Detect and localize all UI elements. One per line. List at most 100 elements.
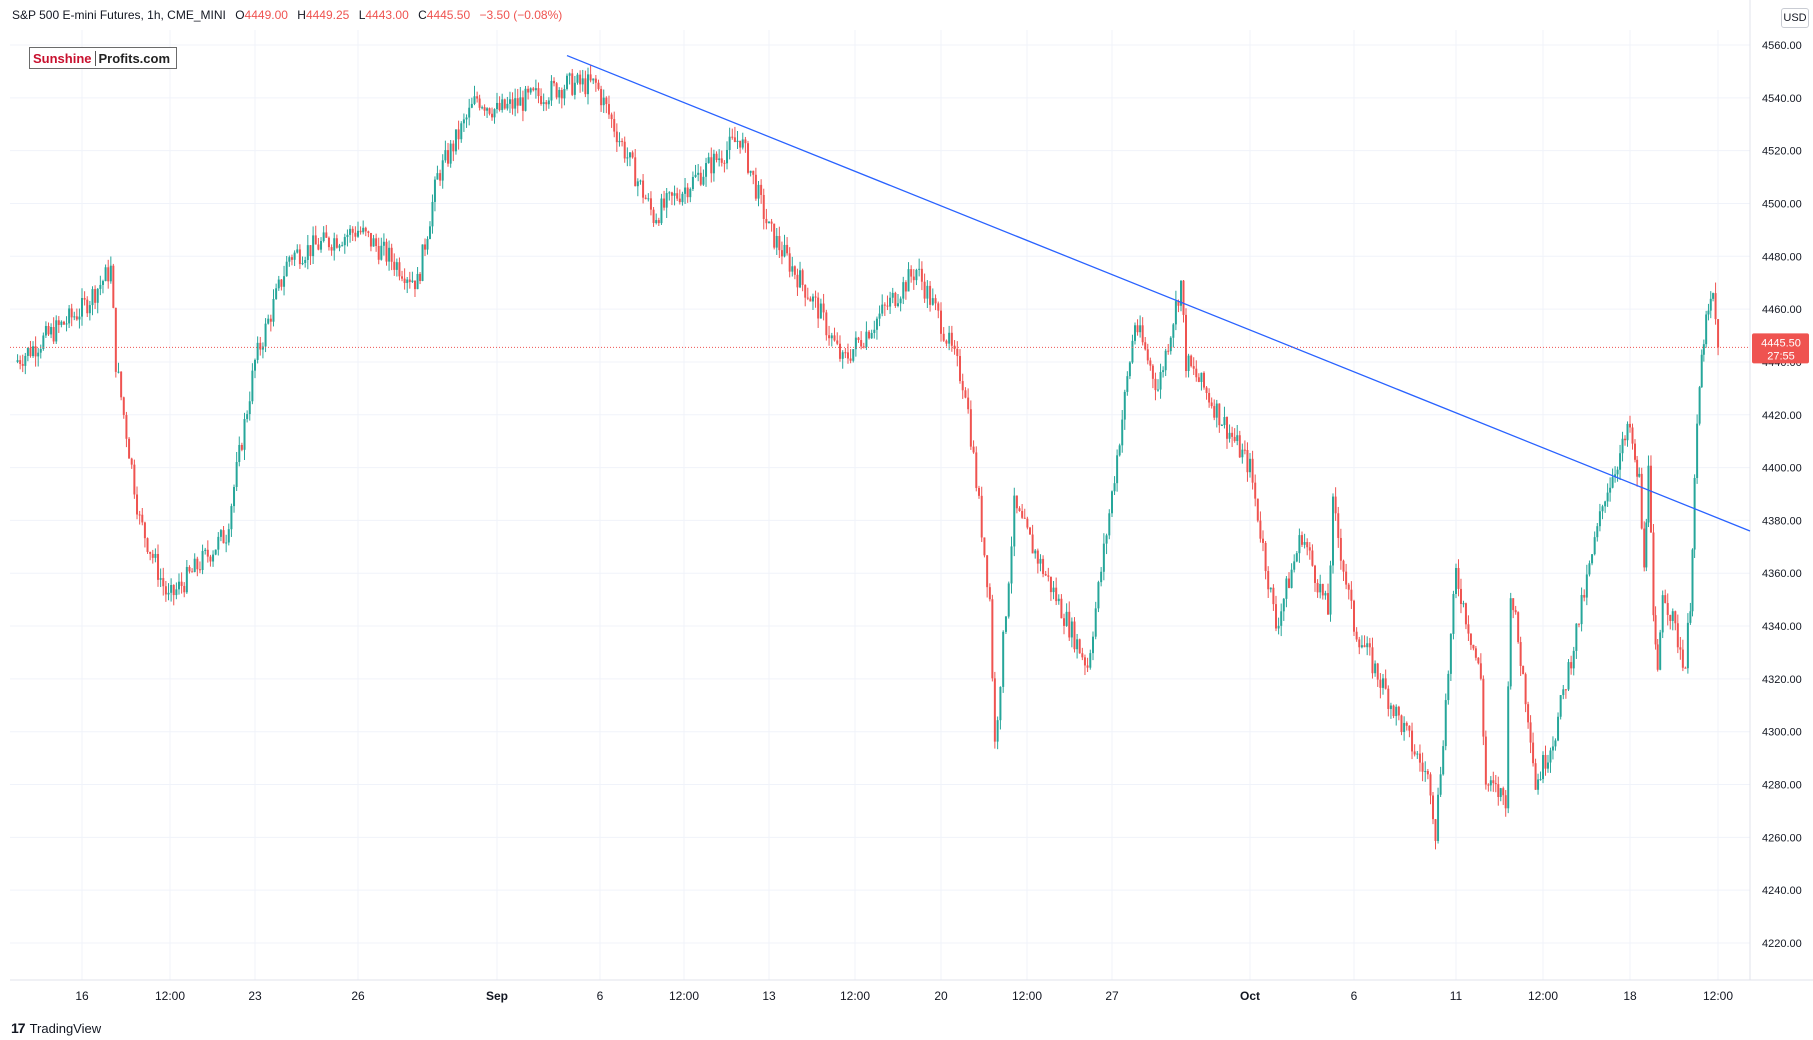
candle-body (143, 522, 146, 539)
candle-body (854, 337, 857, 350)
candle-body (1262, 538, 1264, 543)
candle-body (1254, 482, 1257, 499)
candle-body (762, 194, 765, 219)
candle-body (912, 276, 915, 281)
candle-body (172, 584, 175, 596)
candle-body (844, 352, 847, 354)
y-tick-label: 4300.00 (1762, 727, 1802, 739)
candle-body (1645, 522, 1648, 568)
candle-body (449, 143, 452, 164)
y-tick-label: 4320.00 (1762, 674, 1802, 686)
candle-body (269, 318, 272, 322)
candle-body (506, 103, 509, 109)
candle-body (508, 99, 511, 104)
candle-body (403, 278, 406, 284)
candle-body (1467, 624, 1470, 634)
candle-body (1509, 598, 1512, 687)
candle-body (1353, 600, 1355, 632)
candle-body (81, 297, 83, 317)
candle-body (1060, 598, 1063, 619)
candle-body (411, 280, 414, 282)
candle-body (1449, 633, 1452, 674)
candle-body (214, 549, 217, 555)
candle-body (1076, 639, 1079, 650)
candle-body (225, 542, 228, 544)
candle-body (1492, 780, 1495, 784)
candle-body (773, 223, 776, 248)
candle-body (1159, 371, 1162, 390)
candle-body (335, 238, 338, 248)
candle-body (1102, 543, 1105, 572)
candle-body (275, 288, 278, 300)
candle-body (760, 184, 763, 195)
candle-body (1316, 582, 1319, 593)
candle-body (1105, 535, 1108, 544)
candle-body (1702, 344, 1705, 355)
candle-body (1717, 319, 1720, 348)
candle-body (744, 139, 747, 144)
candle-body (849, 358, 852, 361)
candle-body (1187, 355, 1190, 372)
candle-body (678, 198, 681, 203)
x-tick-label: 13 (762, 989, 776, 1003)
candle-body (542, 102, 545, 105)
candle-body (259, 342, 262, 350)
candle-body (1123, 391, 1126, 420)
candle-body (1295, 553, 1298, 562)
candle-body (1709, 298, 1712, 311)
candle-body (354, 232, 357, 237)
candle-body (1259, 520, 1262, 539)
candle-body (177, 581, 180, 590)
candle-body (607, 104, 610, 115)
candle-body (1203, 372, 1205, 388)
candle-body (694, 174, 697, 177)
candle-body (1598, 511, 1601, 527)
candle-body (728, 136, 731, 150)
candle-body (511, 99, 514, 109)
candle-body (1421, 762, 1424, 772)
candle-body (1403, 722, 1406, 733)
currency-button[interactable]: USD (1781, 8, 1809, 28)
candle-body (1559, 695, 1562, 717)
candle-body (1314, 565, 1316, 583)
candle-body (149, 551, 152, 554)
y-tick-label: 4520.00 (1762, 146, 1802, 158)
candle-body (243, 419, 246, 450)
candle-body (206, 549, 209, 557)
candle-body (367, 231, 370, 233)
candle-body (959, 356, 961, 382)
candle-body (1246, 450, 1249, 473)
candle-body (980, 495, 983, 538)
candle-body (573, 82, 576, 95)
candle-body (581, 78, 584, 85)
candle-body (1457, 567, 1460, 589)
candle-body (550, 80, 553, 101)
candle-body (1073, 621, 1076, 650)
candle-body (1382, 678, 1385, 688)
candle-body (212, 554, 215, 562)
candle-body (175, 589, 178, 596)
candle-body (154, 553, 157, 558)
candle-body (436, 173, 439, 180)
candle-body (999, 686, 1002, 721)
candle-body (1604, 501, 1607, 507)
candle-body (649, 198, 652, 210)
candle-body (1647, 465, 1650, 523)
candle-body (793, 266, 796, 275)
y-tick-label: 4420.00 (1762, 410, 1802, 422)
candle-body (272, 299, 275, 322)
candle-body (1182, 280, 1185, 315)
candle-body (1023, 517, 1026, 519)
candle-body (380, 245, 383, 260)
candle-body (99, 284, 102, 289)
candle-body (731, 136, 734, 138)
candle-body (375, 238, 378, 247)
y-tick-label: 4460.00 (1762, 304, 1802, 316)
candle-body (597, 82, 600, 89)
candle-body (986, 555, 989, 588)
candle-body (915, 269, 918, 281)
candle-body (1439, 774, 1442, 795)
candle-body (1321, 583, 1324, 596)
candle-body (1434, 819, 1437, 841)
